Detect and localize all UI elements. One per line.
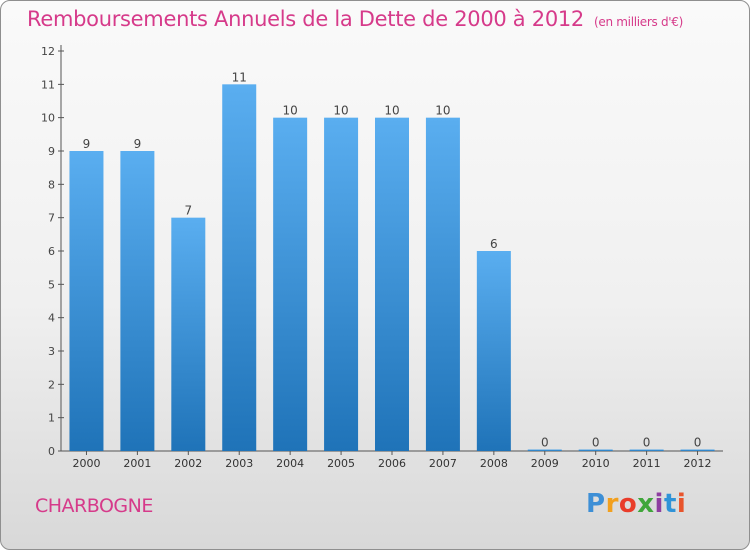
y-tick-label: 3 <box>48 345 55 358</box>
y-tick-label: 11 <box>41 78 55 91</box>
bar <box>324 117 359 452</box>
data-label: 9 <box>83 137 91 151</box>
data-label: 0 <box>694 436 702 450</box>
y-tick-label: 7 <box>48 212 55 225</box>
y-tick-label: 9 <box>48 145 55 158</box>
x-tick-label: 2001 <box>123 457 151 470</box>
y-tick-label: 6 <box>48 245 55 258</box>
logo-letter: o <box>618 489 638 519</box>
x-tick-label: 2011 <box>633 457 661 470</box>
x-tick-label: 2003 <box>225 457 253 470</box>
x-tick-label: 2005 <box>327 457 355 470</box>
x-tick-label: 2009 <box>531 457 559 470</box>
x-tick-label: 2006 <box>378 457 406 470</box>
y-tick-label: 12 <box>41 45 55 58</box>
bar <box>476 251 511 451</box>
y-tick-label: 8 <box>48 178 55 191</box>
bar <box>273 117 308 452</box>
bar <box>69 151 104 451</box>
x-tick-label: 2012 <box>684 457 712 470</box>
data-label: 10 <box>283 104 298 118</box>
data-label: 7 <box>184 204 192 218</box>
logo-letter: i <box>654 489 664 519</box>
bar <box>527 449 562 451</box>
commune-name: CHARBOGNE <box>35 495 153 517</box>
bar <box>425 117 460 452</box>
data-label: 6 <box>490 237 498 251</box>
x-tick-label: 2004 <box>276 457 304 470</box>
data-label: 0 <box>643 436 651 450</box>
y-tick-label: 4 <box>48 312 55 325</box>
bar <box>171 217 206 451</box>
data-label: 0 <box>592 436 600 450</box>
x-tick-label: 2000 <box>72 457 100 470</box>
x-tick-label: 2008 <box>480 457 508 470</box>
bar <box>680 449 715 451</box>
y-tick-label: 5 <box>48 278 55 291</box>
x-tick-label: 2007 <box>429 457 457 470</box>
chart-title: Remboursements Annuels de la Dette de 20… <box>27 7 683 31</box>
chart-unit: (en milliers d'€) <box>594 15 684 29</box>
logo-letter: t <box>663 489 677 519</box>
bar <box>375 117 409 452</box>
chart-title-text: Remboursements Annuels de la Dette de 20… <box>27 7 584 31</box>
bar <box>120 151 155 451</box>
proxiti-logo: Proxiti <box>586 489 686 519</box>
y-tick-label: 10 <box>41 112 55 125</box>
y-tick-label: 1 <box>48 412 55 425</box>
data-label: 11 <box>232 70 247 84</box>
data-label: 9 <box>134 137 142 151</box>
logo-letter: r <box>605 489 619 519</box>
data-label: 10 <box>435 104 450 118</box>
logo-letter: x <box>637 489 655 519</box>
data-label: 10 <box>333 104 348 118</box>
logo-letter: P <box>586 489 606 519</box>
x-tick-label: 2002 <box>174 457 202 470</box>
y-tick-label: 2 <box>48 378 55 391</box>
bar <box>629 449 664 451</box>
data-label: 0 <box>541 436 549 450</box>
y-tick-label: 0 <box>48 445 55 458</box>
bar <box>222 84 257 451</box>
bar <box>578 449 613 451</box>
logo-letter: i <box>676 489 687 519</box>
x-tick-label: 2010 <box>582 457 610 470</box>
data-label: 10 <box>384 104 399 118</box>
